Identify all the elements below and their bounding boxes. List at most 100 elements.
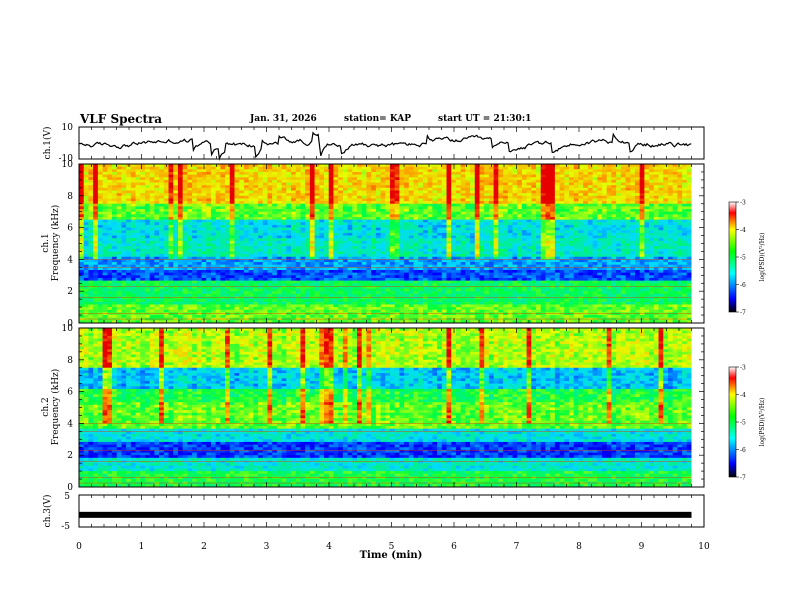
spectrogram-cell: [361, 222, 367, 226]
spectrogram-cell: [173, 219, 179, 223]
spectrogram-cell: [267, 211, 273, 215]
spectrogram-cell: [498, 190, 504, 194]
spectrogram-cell: [583, 224, 589, 228]
spectrogram-cell: [620, 201, 626, 205]
spectrogram-cell: [639, 254, 645, 258]
spectrogram-cell: [460, 251, 466, 255]
spectrogram-cell: [583, 195, 589, 199]
spectrogram-cell: [667, 177, 674, 181]
spectrogram-cell: [295, 209, 301, 213]
spectrogram-cell: [93, 222, 99, 226]
spectrogram-cell: [375, 182, 381, 186]
spectrogram-cell: [168, 182, 174, 186]
spectrogram-cell: [526, 206, 532, 210]
spectrogram-cell: [606, 209, 612, 213]
spectrogram-cell: [258, 177, 264, 181]
spectrogram-cell: [455, 246, 462, 250]
spectrogram-cell: [352, 179, 358, 183]
spectrogram-cell: [187, 240, 193, 244]
spectrogram-cell: [578, 211, 584, 215]
spectrogram-cell: [559, 240, 565, 244]
spectrogram-cell: [488, 169, 495, 173]
spectrogram-cell: [422, 209, 429, 213]
spectrogram-cell: [488, 171, 495, 175]
spectrogram-cell: [79, 195, 85, 199]
spectrogram-cell: [201, 195, 207, 199]
spectrogram-cell: [550, 198, 556, 202]
spectrogram-cell: [149, 185, 155, 189]
spectrogram-cell: [309, 211, 315, 215]
spectrogram-cell: [540, 219, 546, 223]
spectrogram-cell: [587, 240, 593, 244]
spectrogram-cell: [196, 166, 202, 170]
spectrogram-cell: [102, 179, 108, 183]
spectrogram-cell: [389, 169, 396, 173]
spectrogram-cell: [460, 182, 466, 186]
spectrogram-cell: [347, 214, 353, 218]
spectrogram-cell: [517, 177, 523, 181]
spectrogram-cell: [314, 230, 320, 234]
spectrogram-cell: [474, 222, 480, 226]
spectrogram-cell: [93, 201, 99, 205]
spectrogram-cell: [399, 193, 405, 197]
spectrogram-cell: [380, 217, 386, 221]
spectrogram-cell: [667, 171, 674, 175]
spectrogram-cell: [144, 195, 151, 199]
spectrogram-cell: [177, 262, 184, 266]
spectrogram-cell: [159, 230, 165, 234]
spectrogram-cell: [239, 251, 245, 255]
spectrogram-cell: [470, 217, 476, 221]
spectrogram-cell: [451, 217, 457, 221]
spectrogram-cell: [578, 179, 584, 183]
spectrogram-cell: [531, 217, 537, 221]
spectrogram-cell: [338, 179, 344, 183]
spectrogram-cell: [455, 230, 462, 234]
spectrogram-cell: [333, 217, 339, 221]
spectrogram-cell: [625, 177, 631, 181]
spectrogram-cell: [272, 198, 278, 202]
spectrogram-cell: [625, 203, 631, 207]
spectrogram-cell: [154, 259, 160, 263]
spectrogram-cell: [592, 219, 598, 223]
spectrogram-cell: [83, 166, 89, 170]
spectrogram-cell: [649, 169, 655, 173]
spectrogram-cell: [474, 169, 480, 173]
spectrogram-cell: [493, 174, 499, 178]
spectrogram-cell: [305, 190, 311, 194]
spectrogram-cell: [229, 209, 235, 213]
spectrogram-cell: [470, 190, 476, 194]
spectrogram-cell: [182, 164, 188, 168]
spectrogram-cell: [225, 203, 231, 207]
spectrogram-cell: [333, 240, 339, 244]
spectrogram-cell: [550, 214, 556, 218]
spectrogram-cell: [620, 164, 626, 168]
spectrogram-cell: [126, 195, 132, 199]
spectrogram-cell: [187, 187, 193, 191]
spectrogram-cell: [427, 222, 433, 226]
spectrogram-cell: [291, 198, 297, 202]
spectrogram-cell: [187, 224, 193, 228]
spectrogram-cell: [107, 211, 113, 215]
spectrogram-cell: [144, 193, 151, 197]
spectrogram-cell: [375, 193, 381, 197]
spectrogram-cell: [121, 198, 127, 202]
spectrogram-cell: [130, 209, 136, 213]
spectrogram-cell: [248, 217, 254, 221]
spectrogram-cell: [536, 224, 542, 228]
spectrogram-cell: [531, 179, 537, 183]
spectrogram-cell: [243, 256, 250, 260]
spectrogram-cell: [375, 259, 381, 263]
spectrogram-cell: [583, 179, 589, 183]
spectrogram-cell: [474, 195, 480, 199]
spectrogram-cell: [300, 235, 306, 239]
spectrogram-cell: [272, 224, 278, 228]
spectrogram-cell: [324, 174, 330, 178]
spectrogram-cell: [239, 227, 245, 231]
spectrogram-cell: [512, 243, 518, 247]
spectrogram-cell: [569, 240, 575, 244]
spectrogram-cell: [404, 195, 410, 199]
spectrogram-cell: [569, 187, 575, 191]
spectrogram-cell: [427, 198, 433, 202]
spectrogram-cell: [418, 190, 424, 194]
spectrogram-cell: [83, 254, 89, 258]
